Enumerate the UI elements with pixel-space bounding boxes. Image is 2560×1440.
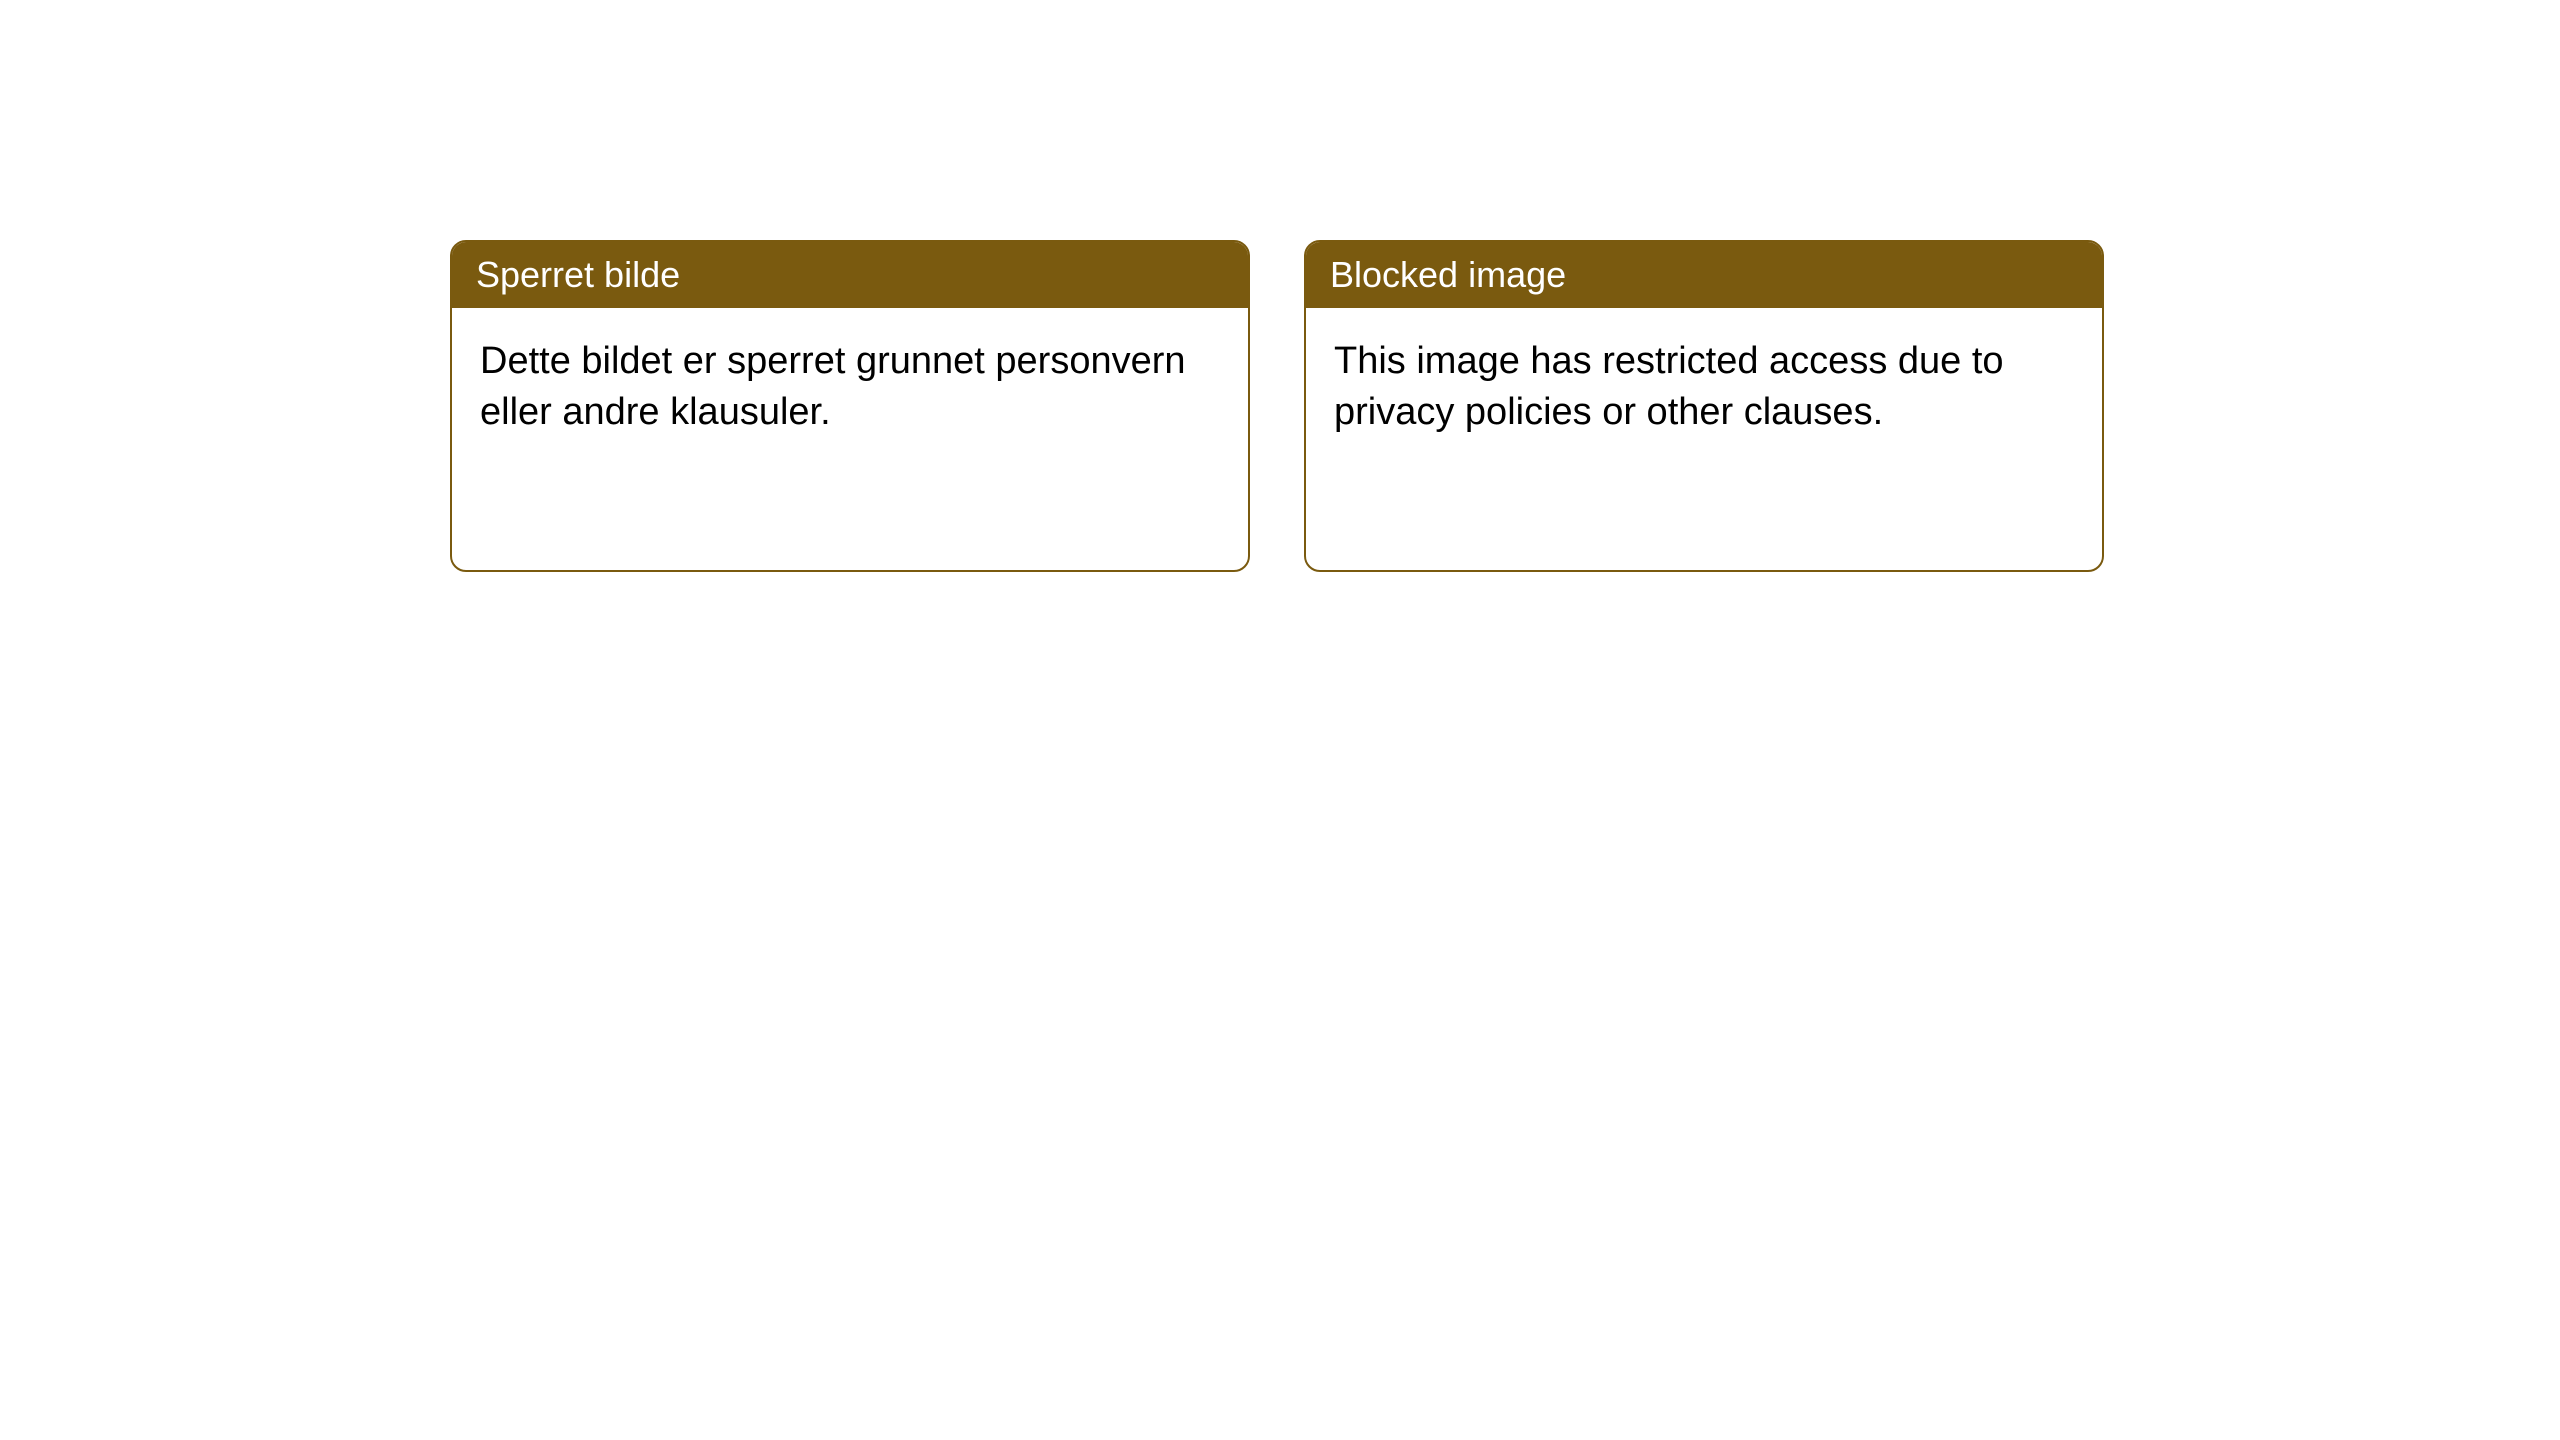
notice-card-english: Blocked image This image has restricted …: [1304, 240, 2104, 572]
notice-title: Blocked image: [1330, 254, 1566, 295]
notice-title: Sperret bilde: [476, 254, 680, 295]
notice-header-norwegian: Sperret bilde: [452, 242, 1248, 308]
notice-body-norwegian: Dette bildet er sperret grunnet personve…: [452, 308, 1248, 467]
notice-message: Dette bildet er sperret grunnet personve…: [480, 340, 1186, 433]
notice-body-english: This image has restricted access due to …: [1306, 308, 2102, 467]
notice-header-english: Blocked image: [1306, 242, 2102, 308]
notice-card-norwegian: Sperret bilde Dette bildet er sperret gr…: [450, 240, 1250, 572]
notice-message: This image has restricted access due to …: [1334, 340, 2004, 433]
notice-container: Sperret bilde Dette bildet er sperret gr…: [0, 0, 2560, 572]
